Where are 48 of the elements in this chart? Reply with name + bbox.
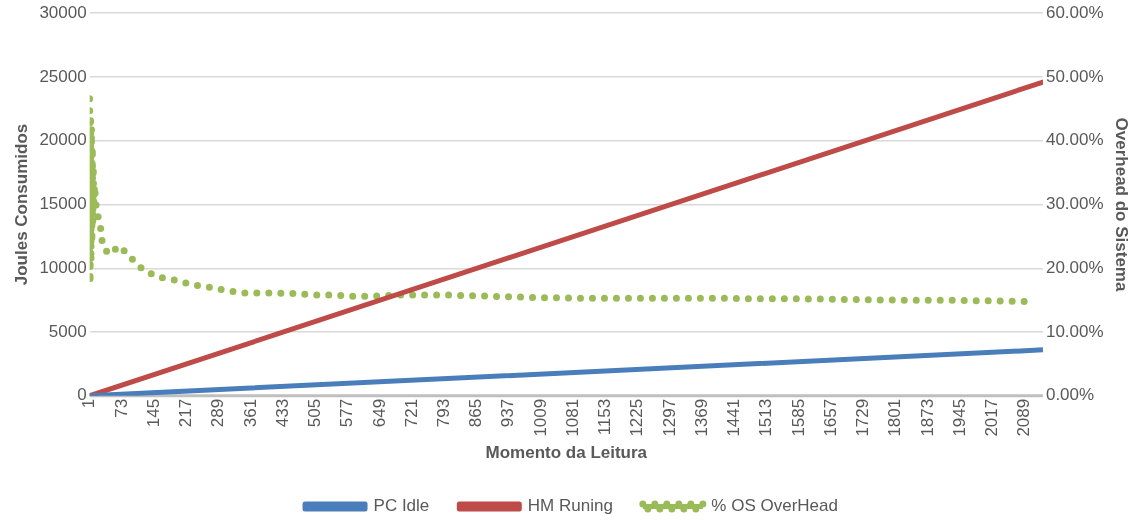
x-tick-label: 1369 xyxy=(691,398,711,437)
x-tick-label: 1009 xyxy=(530,398,550,437)
x-tick-label: 361 xyxy=(240,398,260,428)
x-tick-label: 505 xyxy=(305,398,325,428)
y-tick-label: 5000 xyxy=(48,321,87,341)
x-tick-label: 1441 xyxy=(724,398,744,437)
x-tick-label: 1225 xyxy=(627,398,647,437)
x-tick-label: 145 xyxy=(143,398,163,428)
legend-label: HM Runing xyxy=(527,496,613,516)
legend-label: % OS OverHead xyxy=(711,496,838,516)
y-tick-label: 25000 xyxy=(39,66,87,86)
y2-tick-label: 50.00% xyxy=(1045,66,1104,86)
y2-tick-label: 0.00% xyxy=(1045,385,1095,405)
x-tick-label: 721 xyxy=(401,398,421,428)
y-tick-label: 15000 xyxy=(39,194,87,214)
x-tick-label: 1297 xyxy=(659,398,679,437)
x-tick-label: 793 xyxy=(433,398,453,428)
y-tick-label: 10000 xyxy=(39,257,87,277)
x-tick-label: 1873 xyxy=(917,398,937,437)
x-tick-label: 1729 xyxy=(853,398,873,437)
y-tick-label: 20000 xyxy=(39,130,87,150)
y-tick-label: 30000 xyxy=(39,2,87,22)
x-tick-label: 1081 xyxy=(562,398,582,437)
x-tick-label: 649 xyxy=(369,398,389,428)
y2-tick-label: 40.00% xyxy=(1045,130,1104,150)
x-tick-label: 217 xyxy=(176,398,196,428)
x-tick-label: 1513 xyxy=(756,398,776,437)
x-tick-label: 865 xyxy=(466,398,486,428)
x-tick-label: 1657 xyxy=(820,398,840,437)
y2-tick-label: 10.00% xyxy=(1045,321,1104,341)
x-tick-label: 1153 xyxy=(595,398,615,436)
x-tick-label: 73 xyxy=(111,398,131,418)
x-tick-label: 289 xyxy=(208,398,228,428)
x-tick-label: 433 xyxy=(272,398,292,428)
x-tick-label: 2017 xyxy=(982,398,1002,437)
x-tick-label: 1585 xyxy=(788,398,808,437)
y-axis-title: Joules Consumidos xyxy=(11,123,31,286)
y2-tick-label: 30.00% xyxy=(1045,194,1104,214)
x-tick-label: 2089 xyxy=(1014,398,1034,437)
x-axis-title: Momento da Leitura xyxy=(485,443,648,463)
legend-label: PC Idle xyxy=(373,496,430,516)
x-tick-label: 1945 xyxy=(949,398,969,437)
y2-tick-label: 20.00% xyxy=(1045,257,1104,277)
y2-tick-label: 60.00% xyxy=(1045,2,1104,22)
x-tick-label: 577 xyxy=(337,398,357,428)
x-tick-label: 1801 xyxy=(885,398,905,437)
x-tick-label: 937 xyxy=(498,398,518,428)
y2-axis-title: Overhead do Sistema xyxy=(1112,117,1132,292)
